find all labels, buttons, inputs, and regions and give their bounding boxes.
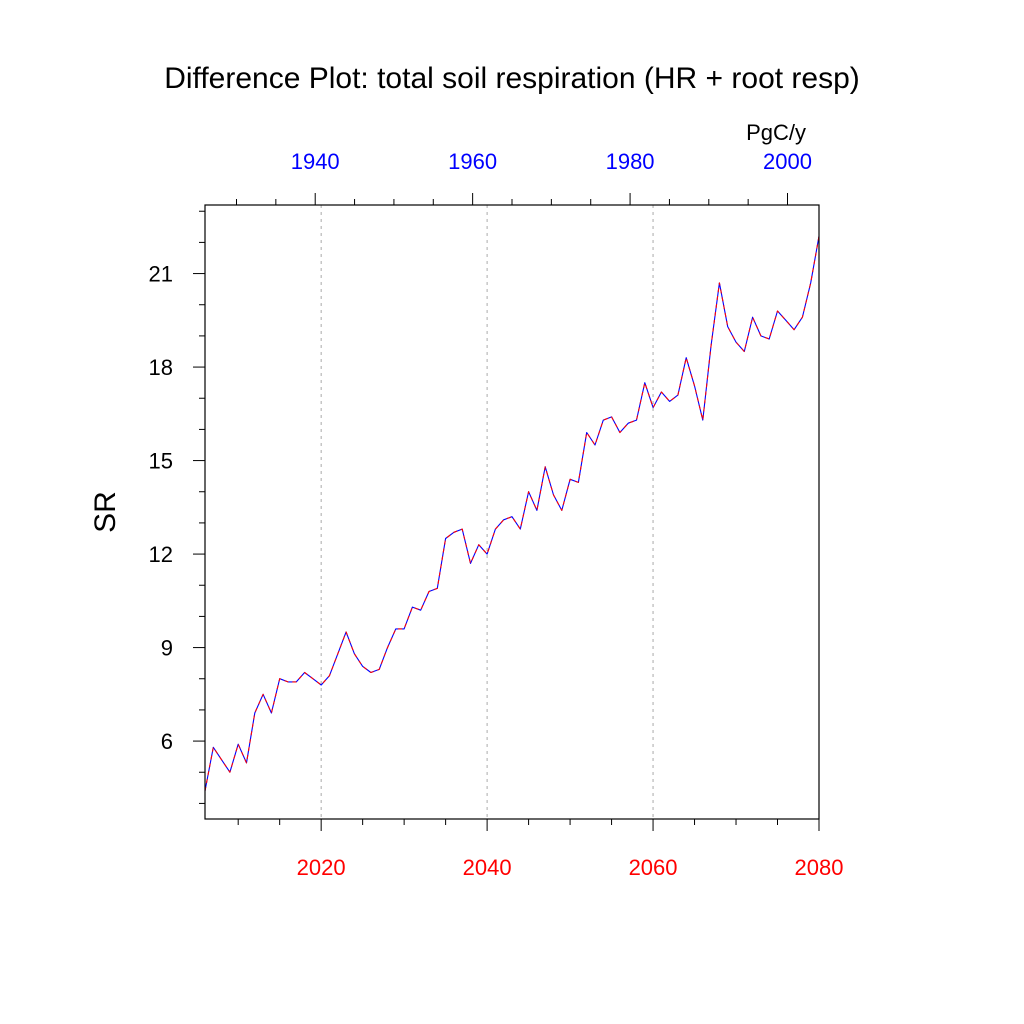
units-label: PgC/y <box>746 120 806 145</box>
axes-layer: 6 9 12 15 18 21 2020 2040 2060 2080 1940 1960 1980 20… <box>149 149 844 880</box>
series-line-0 <box>204 236 820 792</box>
y-tick-label: 18 <box>149 355 173 380</box>
top-tick-label: 1980 <box>606 149 655 174</box>
bottom-tick-label: 2080 <box>795 855 844 880</box>
bottom-tick-label: 2040 <box>463 855 512 880</box>
top-tick-label: 2000 <box>763 149 812 174</box>
plot-frame <box>204 204 820 820</box>
top-tick-label: 1960 <box>448 149 497 174</box>
series-layer <box>204 236 820 792</box>
top-tick-label: 1940 <box>291 149 340 174</box>
bottom-tick-label: 2020 <box>297 855 346 880</box>
y-tick-label: 9 <box>161 636 173 661</box>
series-line-1 <box>204 236 820 792</box>
y-tick-label: 6 <box>161 729 173 754</box>
y-tick-label: 12 <box>149 542 173 567</box>
y-tick-label: 15 <box>149 449 173 474</box>
bottom-tick-label: 2060 <box>629 855 678 880</box>
grid-lines <box>320 205 654 819</box>
y-axis-label: SR <box>89 491 122 533</box>
chart-title: Difference Plot: total soil respiration … <box>164 62 860 95</box>
y-tick-label: 21 <box>149 262 173 287</box>
